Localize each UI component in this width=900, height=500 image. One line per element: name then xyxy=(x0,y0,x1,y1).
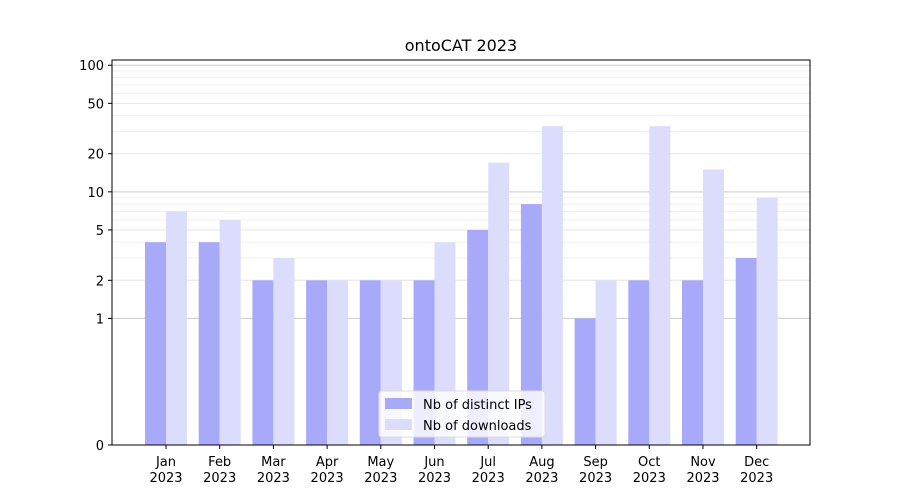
x-tick-label: 2023 xyxy=(686,471,719,486)
x-tick-label: Jun xyxy=(423,455,444,470)
bar-downloads xyxy=(756,197,778,445)
bar-distinct-ips xyxy=(252,280,274,445)
bar-distinct-ips xyxy=(520,204,542,445)
x-tick-label: Nov xyxy=(690,455,716,470)
bar-distinct-ips xyxy=(359,280,381,445)
x-tick-label: Apr xyxy=(316,455,339,470)
x-tick-label: 2023 xyxy=(633,471,666,486)
chart-title: ontoCAT 2023 xyxy=(405,36,517,55)
x-tick-label: Oct xyxy=(638,455,660,470)
y-tick-label: 0 xyxy=(96,439,104,454)
x-tick-label: 2023 xyxy=(740,471,773,486)
y-tick-label: 100 xyxy=(79,59,104,74)
bar-distinct-ips xyxy=(735,258,757,445)
plot-frame xyxy=(111,59,811,446)
x-tick-label: Dec xyxy=(744,455,769,470)
bar-downloads xyxy=(703,169,724,445)
bar-downloads xyxy=(219,219,241,445)
x-tick-label: 2023 xyxy=(149,471,182,486)
x-tick-label: 2023 xyxy=(257,471,290,486)
x-tick-label: 2023 xyxy=(472,471,505,486)
legend-box xyxy=(378,390,546,438)
x-tick-label: Jan xyxy=(155,455,176,470)
bar-downloads xyxy=(649,126,671,446)
bar-distinct-ips xyxy=(145,242,166,445)
bar-downloads xyxy=(541,126,563,446)
y-tick-label: 1 xyxy=(96,312,104,327)
x-tick-label: 2023 xyxy=(203,471,236,486)
bar-distinct-ips xyxy=(574,318,596,445)
legend-label: Nb of downloads xyxy=(423,419,532,434)
x-tick-label: 2023 xyxy=(579,471,612,486)
bar-distinct-ips xyxy=(682,280,703,445)
legend-swatch xyxy=(385,398,412,409)
x-tick-label: Sep xyxy=(583,455,608,470)
x-tick-label: May xyxy=(367,455,394,470)
legend-label: Nb of distinct IPs xyxy=(423,398,532,413)
y-tick-label: 2 xyxy=(96,274,104,289)
bar-downloads xyxy=(488,162,510,445)
x-tick-label: Aug xyxy=(529,455,554,470)
bars-layer xyxy=(145,126,778,446)
x-tick-label: 2023 xyxy=(364,471,397,486)
x-tick-label: 2023 xyxy=(418,471,451,486)
y-tick-label: 10 xyxy=(87,186,104,201)
bar-distinct-ips xyxy=(628,280,650,445)
legend-swatch xyxy=(385,419,412,430)
bar-downloads xyxy=(595,280,617,445)
y-tick-label: 50 xyxy=(87,97,104,112)
bar-downloads xyxy=(273,258,295,445)
bar-downloads xyxy=(166,211,187,445)
bar-distinct-ips xyxy=(306,280,328,445)
y-axis: 0 1 2 5 10 20 50 100 xyxy=(79,59,112,454)
y-tick-label: 20 xyxy=(87,148,104,163)
bar-downloads xyxy=(327,280,349,445)
x-tick-label: Jul xyxy=(479,455,496,470)
x-tick-label: Feb xyxy=(208,455,231,470)
y-tick-label: 5 xyxy=(96,224,104,239)
x-axis: Jan2023Feb2023Mar2023Apr2023May2023Jun20… xyxy=(149,445,773,486)
x-tick-label: 2023 xyxy=(311,471,344,486)
x-tick-label: 2023 xyxy=(525,471,558,486)
legend: Nb of distinct IPs Nb of downloads xyxy=(378,390,546,438)
x-tick-label: Mar xyxy=(261,455,286,470)
bar-distinct-ips xyxy=(198,242,220,445)
